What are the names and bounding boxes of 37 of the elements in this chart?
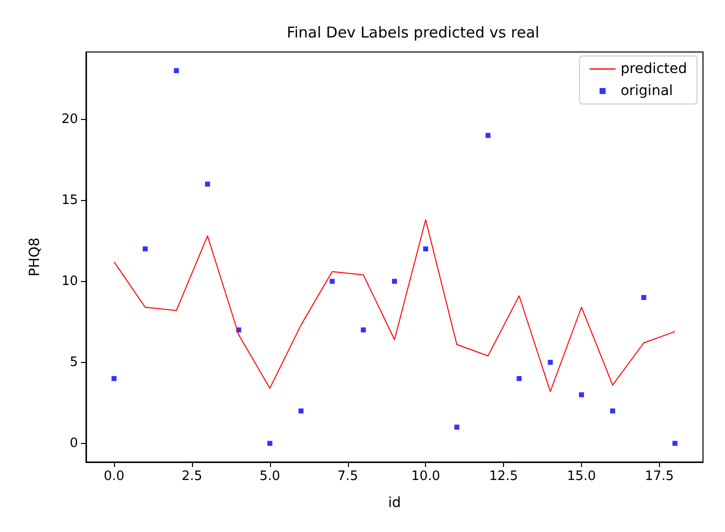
y-tick-label: 15 xyxy=(61,192,78,208)
y-tick-label: 10 xyxy=(61,274,78,289)
y-tick-label: 0 xyxy=(70,436,78,451)
point xyxy=(516,376,522,382)
point xyxy=(578,392,584,398)
legend-label: original xyxy=(620,83,673,99)
x-axis-title: id xyxy=(388,495,401,511)
line-series xyxy=(114,219,676,392)
chart-title: Final Dev Labels predicted vs real xyxy=(286,24,540,42)
y-axis-title: PHQ8 xyxy=(27,238,43,276)
legend-label: predicted xyxy=(620,61,688,77)
point xyxy=(423,246,428,252)
x-tick-label: 15.0 xyxy=(566,469,596,484)
x-tick-label: 5.0 xyxy=(260,469,280,484)
point xyxy=(548,360,553,365)
point xyxy=(267,440,272,446)
x-tick-label: 2.5 xyxy=(182,469,202,484)
point xyxy=(454,424,460,430)
y-tick-label: 5 xyxy=(70,354,78,370)
point xyxy=(298,408,304,414)
point xyxy=(360,327,366,332)
x-tick-label: 7.5 xyxy=(337,469,358,484)
point xyxy=(485,132,490,138)
x-tick-label: 12.5 xyxy=(489,469,518,484)
point xyxy=(392,278,397,284)
point xyxy=(641,295,646,300)
point xyxy=(174,68,179,74)
y-tick-label: 20 xyxy=(61,112,78,127)
point xyxy=(205,182,210,187)
point xyxy=(142,246,148,252)
x-tick-label: 10.0 xyxy=(411,469,440,484)
x-tick-label: 0.0 xyxy=(104,469,124,484)
x-tick-label: 17.5 xyxy=(644,469,674,484)
point xyxy=(330,278,335,284)
point xyxy=(672,440,678,446)
point xyxy=(610,408,616,414)
point xyxy=(112,376,117,382)
